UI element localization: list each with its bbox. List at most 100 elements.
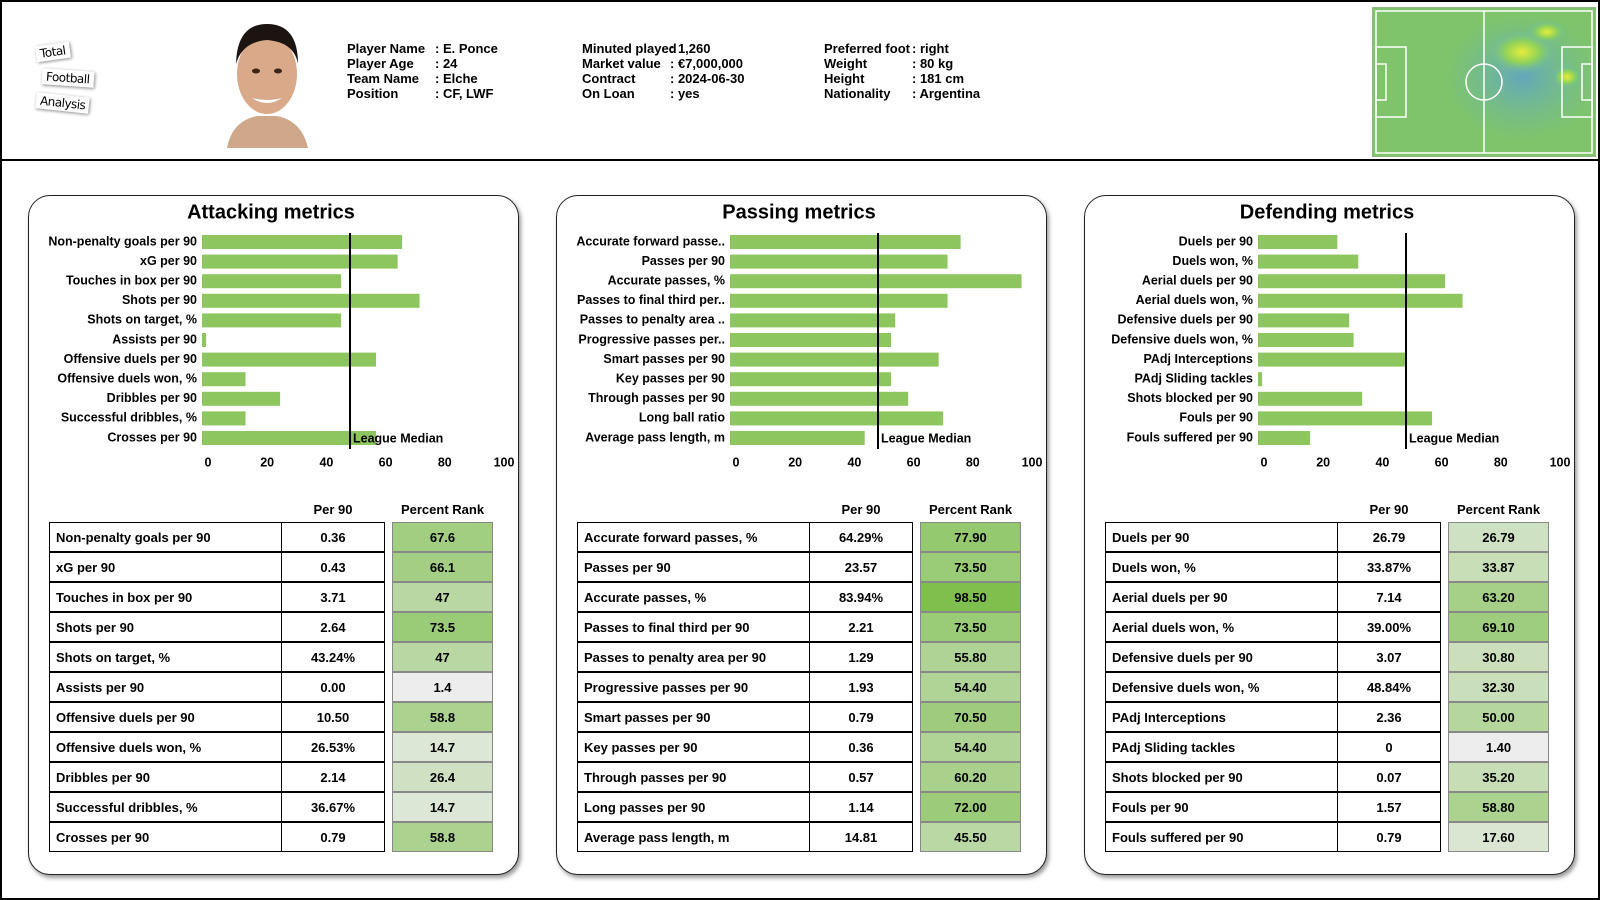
x-tick-label: 60 [907, 455, 921, 469]
per-90-value: 23.57 [809, 552, 913, 582]
metric-name: Dribbles per 90 [49, 762, 282, 792]
bar [202, 235, 403, 249]
table-row: Key passes per 90 0.36 54.40 [577, 732, 1027, 762]
metric-name: Successful dribbles, % [49, 792, 282, 822]
bar-chart: Attacking metrics Non-penalty goals per 9… [48, 201, 514, 469]
stats-table: Per 90 Percent Rank Duels per 90 26.79 26.79… [1105, 498, 1555, 852]
per-90-value: 83.94% [809, 582, 913, 612]
info-label: On Loan [582, 86, 635, 101]
table-row: Dribbles per 90 2.14 26.4 [49, 762, 499, 792]
metric-name: PAdj Sliding tackles [1105, 732, 1338, 762]
column-header: Percent Rank [400, 502, 485, 517]
percent-rank: 17.60 [1448, 822, 1549, 852]
bar-chart: Passing metrics Accurate forward passe.. P… [576, 201, 1042, 469]
percent-rank: 72.00 [920, 792, 1021, 822]
y-tick-label: Aerial duels won, % [1136, 293, 1253, 307]
percent-rank: 32.30 [1448, 672, 1549, 702]
info-column: Preferred foot: right Weight: 80 kg Height… [824, 41, 980, 101]
logo-text: Football [41, 68, 95, 88]
y-tick-label: Defensive duels per 90 [1118, 313, 1254, 327]
per-90-value: 1.57 [1337, 792, 1441, 822]
per-90-value: 39.00% [1337, 612, 1441, 642]
metric-name: Shots blocked per 90 [1105, 762, 1338, 792]
table-row: Aerial duels per 90 7.14 63.20 [1105, 582, 1555, 612]
per-90-value: 2.21 [809, 612, 913, 642]
per-90-value: 33.87% [1337, 552, 1441, 582]
bar [730, 313, 896, 328]
percent-rank: 60.20 [920, 762, 1021, 792]
per-90-value: 43.24% [281, 642, 385, 672]
percent-rank: 73.50 [920, 552, 1021, 582]
x-tick-label: 80 [1494, 455, 1508, 469]
metric-name: Shots on target, % [49, 642, 282, 672]
info-label: Player Age [347, 56, 414, 71]
table-header: Per 90 Percent Rank [49, 498, 499, 522]
y-tick-label: Smart passes per 90 [603, 352, 725, 366]
table-row: Progressive passes per 90 1.93 54.40 [577, 672, 1027, 702]
per-90-value: 26.79 [1337, 522, 1441, 552]
info-row: Team Name: Elche [347, 71, 498, 86]
bar [1258, 352, 1406, 367]
stats-table: Per 90 Percent Rank Non-penalty goals per … [49, 498, 499, 852]
percent-rank: 1.40 [1448, 732, 1549, 762]
info-row: Contract: 2024-06-30 [582, 71, 744, 86]
metric-name: Non-penalty goals per 90 [49, 522, 282, 552]
table-row: Touches in box per 90 3.71 47 [49, 582, 499, 612]
y-tick-label: Fouls per 90 [1179, 411, 1253, 425]
y-tick-label: Passes per 90 [642, 254, 725, 268]
table-row: Crosses per 90 0.79 58.8 [49, 822, 499, 852]
metric-name: Duels per 90 [1105, 522, 1338, 552]
table-header: Per 90 Percent Rank [1105, 498, 1555, 522]
metric-name: Defensive duels won, % [1105, 672, 1338, 702]
column-header: Per 90 [313, 502, 353, 517]
table-row: Defensive duels won, % 48.84% 32.30 [1105, 672, 1555, 702]
bar [730, 391, 909, 406]
percent-rank: 77.90 [920, 522, 1021, 552]
metric-name: Shots per 90 [49, 612, 282, 642]
bar [1258, 293, 1463, 308]
y-tick-label: Key passes per 90 [616, 371, 725, 385]
percent-rank: 45.50 [920, 822, 1021, 852]
table-row: Offensive duels won, % 26.53% 14.7 [49, 732, 499, 762]
bar [730, 293, 948, 308]
metric-name: Accurate passes, % [577, 582, 810, 612]
info-value: : 1,260 [670, 41, 711, 56]
info-value: : Argentina [912, 86, 981, 101]
percent-rank: 73.50 [920, 612, 1021, 642]
x-tick-label: 0 [205, 455, 212, 469]
column-header: Per 90 [1369, 502, 1409, 517]
table-row: Shots on target, % 43.24% 47 [49, 642, 499, 672]
info-label: Preferred foot [824, 41, 910, 56]
percent-rank: 63.20 [1448, 582, 1549, 612]
x-tick-label: 20 [788, 455, 802, 469]
per-90-value: 1.14 [809, 792, 913, 822]
logo-text: Total [35, 41, 71, 63]
info-row: Player Age: 24 [347, 56, 498, 71]
y-tick-label: Through passes per 90 [588, 391, 725, 405]
table-row: Shots per 90 2.64 73.5 [49, 612, 499, 642]
x-tick-label: 40 [319, 455, 333, 469]
info-label: Nationality [824, 86, 891, 101]
metric-name: Aerial duels won, % [1105, 612, 1338, 642]
info-value: : 181 cm [912, 71, 965, 86]
info-row: Weight: 80 kg [824, 56, 980, 71]
metric-name: Average pass length, m [577, 822, 810, 852]
percent-rank: 69.10 [1448, 612, 1549, 642]
bar [730, 274, 1022, 289]
y-tick-label: Dribbles per 90 [107, 391, 197, 405]
percent-rank: 14.7 [392, 732, 493, 762]
table-row: Fouls suffered per 90 0.79 17.60 [1105, 822, 1555, 852]
metric-name: PAdj Interceptions [1105, 702, 1338, 732]
bar [202, 293, 420, 308]
bar [1258, 391, 1363, 406]
per-90-value: 14.81 [809, 822, 913, 852]
per-90-value: 2.64 [281, 612, 385, 642]
info-row: On Loan : yes [582, 86, 744, 101]
percent-rank: 47 [392, 582, 493, 612]
table-row: Smart passes per 90 0.79 70.50 [577, 702, 1027, 732]
info-value: : E. Ponce [435, 41, 498, 56]
info-row: Player Name: E. Ponce [347, 41, 498, 56]
per-90-value: 0.00 [281, 672, 385, 702]
info-value: : yes [670, 86, 700, 101]
table-row: PAdj Interceptions 2.36 50.00 [1105, 702, 1555, 732]
